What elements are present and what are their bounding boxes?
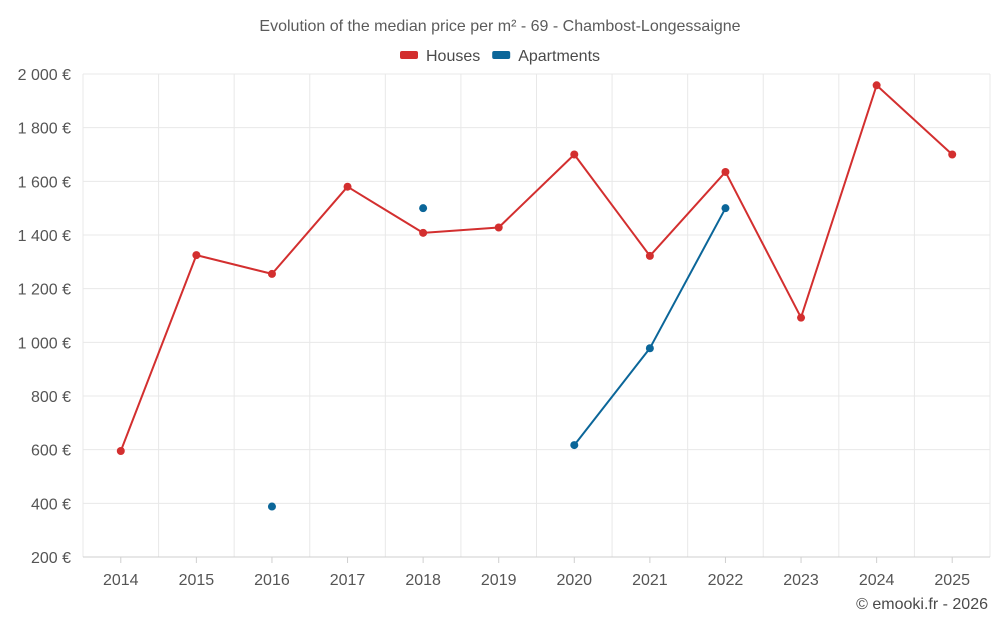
y-tick-label: 2 000 € xyxy=(18,67,71,84)
legend-swatch xyxy=(400,51,418,59)
x-tick-label: 2022 xyxy=(708,572,744,589)
x-tick-label: 2016 xyxy=(254,572,290,589)
copyright-credit: © emooki.fr - 2026 xyxy=(856,596,988,613)
x-axis-tick-labels: 2014 2015 2016 2017 2018 2019 2020 2021 2022 2023… xyxy=(103,572,970,589)
y-tick-label: 1 600 € xyxy=(18,174,71,191)
data-point-apartments[interactable] xyxy=(419,204,428,213)
series-line-apartments xyxy=(573,207,727,446)
y-tick-label: 400 € xyxy=(31,496,71,513)
data-point-houses[interactable] xyxy=(645,251,654,260)
y-tick-label: 200 € xyxy=(31,550,71,567)
legend-label: Apartments xyxy=(518,48,600,65)
legend-label: Houses xyxy=(426,48,480,65)
legend-item-houses[interactable]: Houses xyxy=(400,48,480,65)
series-houses xyxy=(116,81,957,456)
x-tick-label: 2024 xyxy=(859,572,895,589)
y-tick-label: 600 € xyxy=(31,443,71,460)
x-tick-label: 2019 xyxy=(481,572,517,589)
x-tick-label: 2014 xyxy=(103,572,139,589)
data-point-houses[interactable] xyxy=(948,150,957,159)
legend-swatch xyxy=(492,51,511,59)
y-tick-label: 1 800 € xyxy=(18,121,71,138)
data-point-houses[interactable] xyxy=(872,81,881,90)
x-tick-label: 2015 xyxy=(179,572,215,589)
data-point-apartments[interactable] xyxy=(721,204,730,213)
x-tick-label: 2018 xyxy=(405,572,441,589)
data-point-houses[interactable] xyxy=(267,269,276,278)
chart-title: Evolution of the median price per m² - 6… xyxy=(259,18,740,35)
data-point-houses[interactable] xyxy=(116,447,125,456)
x-tick-label: 2023 xyxy=(783,572,819,589)
x-tick-label: 2017 xyxy=(330,572,366,589)
data-point-apartments[interactable] xyxy=(570,441,579,450)
y-axis-tick-labels: 200 € 400 € 600 € 800 € 1 000 € 1 200 € 1 400 … xyxy=(18,67,71,567)
series-apartments xyxy=(267,204,730,511)
x-tick-label: 2021 xyxy=(632,572,668,589)
series-layer xyxy=(116,81,957,511)
vertical-gridlines xyxy=(82,74,991,557)
y-tick-label: 1 200 € xyxy=(18,282,71,299)
chart-legend: Houses Apartments xyxy=(400,48,600,65)
x-tick-label: 2025 xyxy=(934,572,970,589)
y-tick-label: 800 € xyxy=(31,389,71,406)
data-point-houses[interactable] xyxy=(419,228,428,237)
data-point-apartments[interactable] xyxy=(645,344,654,353)
data-point-houses[interactable] xyxy=(343,182,352,191)
axis-lines xyxy=(83,556,990,563)
y-tick-label: 1 400 € xyxy=(18,228,71,245)
data-point-houses[interactable] xyxy=(797,313,806,322)
y-tick-label: 1 000 € xyxy=(18,335,71,352)
series-line-houses xyxy=(119,84,953,452)
x-tick-label: 2020 xyxy=(556,572,592,589)
data-point-apartments[interactable] xyxy=(267,502,276,511)
data-point-houses[interactable] xyxy=(721,167,730,176)
data-point-houses[interactable] xyxy=(494,223,503,232)
data-point-houses[interactable] xyxy=(570,150,579,159)
data-point-houses[interactable] xyxy=(192,251,201,260)
legend-item-apartments[interactable]: Apartments xyxy=(492,48,600,65)
